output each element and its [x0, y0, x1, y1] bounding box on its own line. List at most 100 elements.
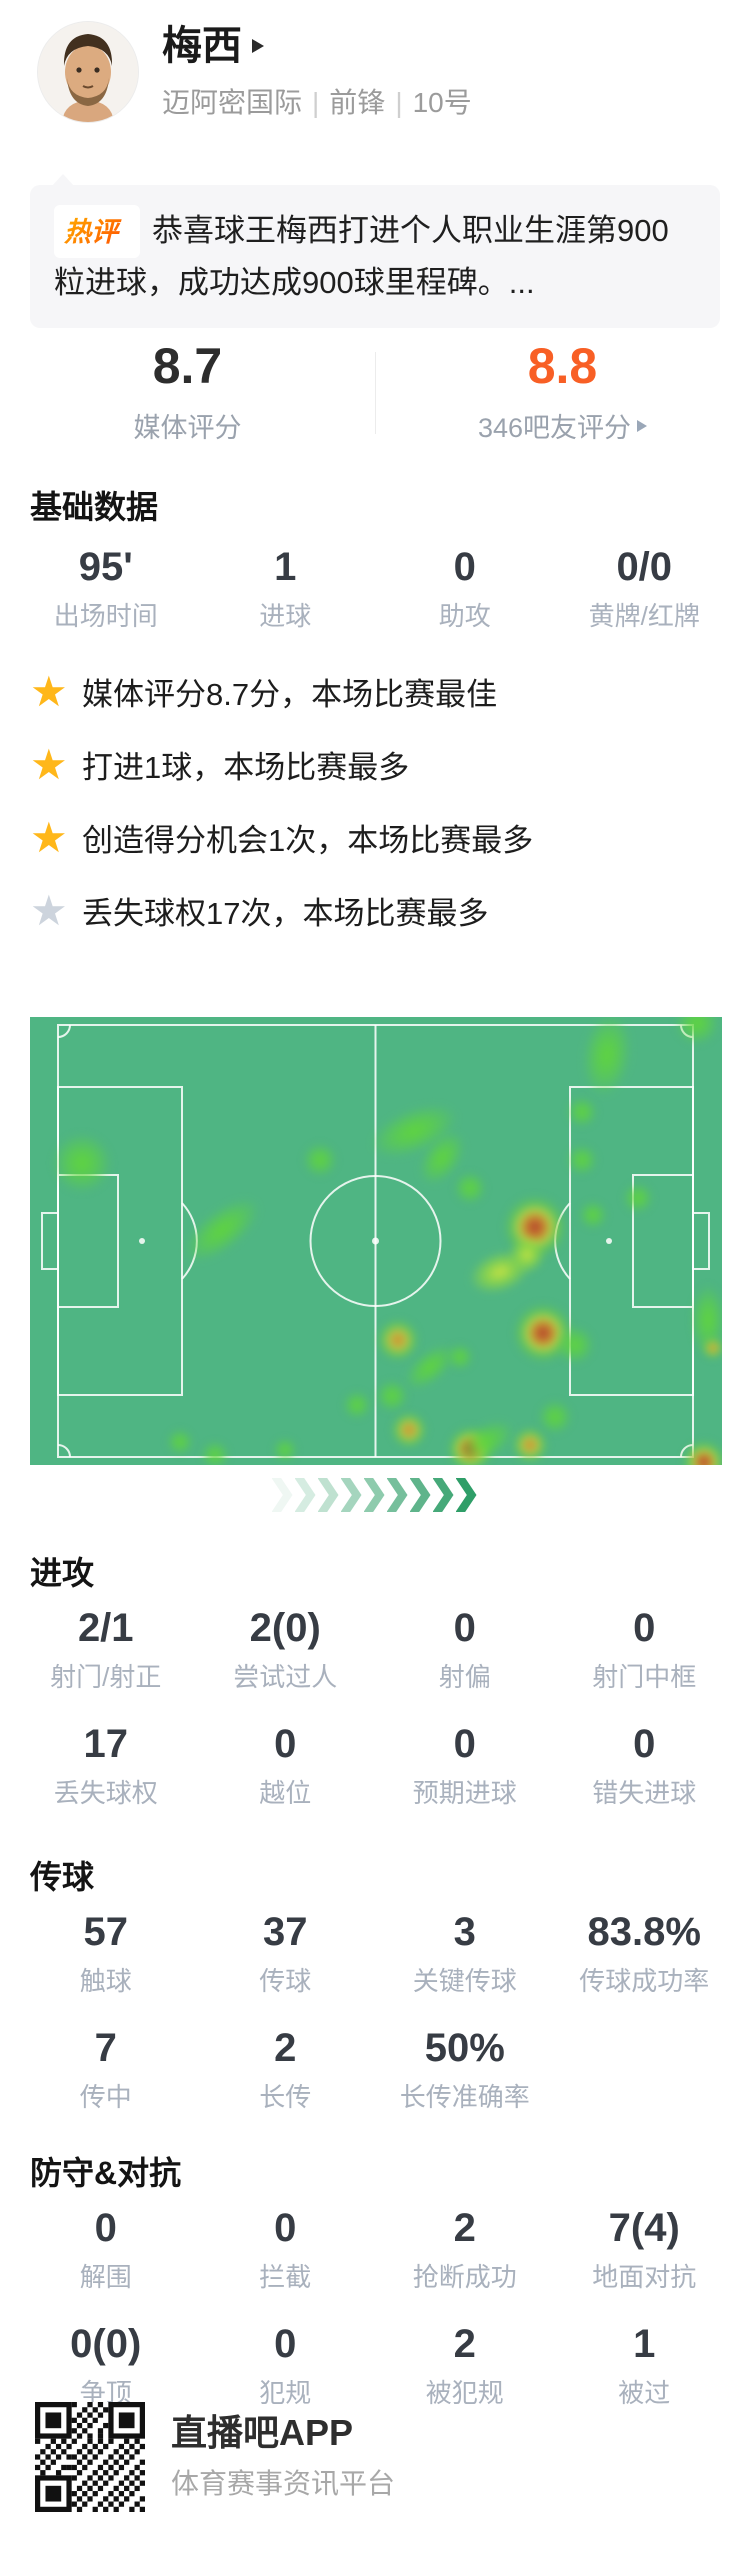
stat-label: 传球成功率: [579, 1966, 710, 1996]
chevron-icon: [294, 1478, 316, 1512]
heatmap-blob: [623, 1182, 654, 1213]
stat-value: 0/0: [616, 545, 673, 589]
stat-value: 7(4): [608, 2206, 680, 2250]
stat-value: 1: [274, 545, 297, 589]
stat-label: 进球: [259, 601, 312, 631]
stat-value: 0: [274, 1722, 297, 1766]
chevron-icon: [455, 1478, 477, 1512]
stat-value: 0: [94, 2206, 117, 2250]
stat-label: 尝试过人: [233, 1662, 338, 1692]
heatmap-blob: [343, 1390, 372, 1419]
stat-value: 95': [78, 545, 133, 589]
stat-label: 拦截: [259, 2262, 312, 2292]
player-name-row[interactable]: 梅西: [162, 23, 472, 69]
stat-cell: 1 被过: [555, 2320, 735, 2410]
media-rating: 8.7 媒体评分: [0, 338, 375, 445]
stat-cell: 2 抢断成功: [375, 2204, 555, 2294]
player-name: 梅西: [162, 24, 242, 68]
stat-cell: 50% 长传准确率: [375, 2024, 555, 2114]
stat-label: 长传准确率: [399, 2082, 530, 2112]
qr-code: [35, 2402, 145, 2512]
stat-cell: 17 丢失球权: [16, 1720, 196, 1810]
heatmap-blob: [702, 1337, 722, 1360]
stat-value: 50%: [424, 2026, 505, 2070]
stat-label: 关键传球: [412, 1966, 517, 1996]
chevron-divider: [0, 1477, 750, 1513]
heatmap-blob: [567, 1144, 598, 1175]
passing-stats-row-1: 57 触球 37 传球 3 关键传球 83.8% 传球成功率: [0, 1908, 750, 1998]
stat-value: 83.8%: [587, 1910, 701, 1954]
stat-cell: 0 射门中框: [555, 1604, 735, 1694]
stat-cell: 83.8% 传球成功率: [555, 1908, 735, 1998]
heatmap-blob: [173, 1186, 270, 1274]
stat-value: 2: [453, 2206, 476, 2250]
stat-cell: 7(4) 地面对抗: [555, 2204, 735, 2294]
chevron-icon: [317, 1478, 339, 1512]
stat-value: 0: [274, 2322, 297, 2366]
stat-label: 触球: [79, 1966, 132, 1996]
stat-label: 黄牌/红牌: [588, 601, 700, 631]
chevron-icon: [340, 1478, 362, 1512]
hot-badge: 热评: [54, 205, 140, 258]
stat-label: 长传: [259, 2082, 312, 2112]
stat-label: 抢断成功: [412, 2262, 517, 2292]
stat-label: 被过: [618, 2378, 671, 2408]
heatmap-blob: [579, 1201, 608, 1230]
stat-label: 被犯规: [425, 2378, 504, 2408]
heatmap-blob: [446, 1344, 473, 1371]
fans-rating[interactable]: 8.8 346吧友评分: [375, 338, 750, 445]
stat-value: 1: [633, 2322, 656, 2366]
heatmap-blob: [167, 1429, 194, 1456]
hot-comment-text: 恭喜球王梅西打进个人职业生涯第900粒进球，成功达成900球里程碑。...: [54, 213, 669, 300]
stat-label: 助攻: [438, 601, 491, 631]
stat-cell: 57 触球: [16, 1908, 196, 1998]
chevron-right-icon: [637, 419, 648, 432]
hot-comment-text-wrap: 热评 恭喜球王梅西打进个人职业生涯第900粒进球，成功达成900球里程碑。...: [54, 205, 696, 308]
stat-value: 37: [263, 1910, 308, 1954]
chevron-icon: [363, 1478, 385, 1512]
avatar[interactable]: [38, 22, 138, 122]
stat-label: 解围: [79, 2262, 132, 2292]
pitch-lines: [41, 1024, 710, 1458]
highlight-item: ★ 创造得分机会1次，本场比赛最多: [30, 813, 534, 861]
stat-label: 传球: [259, 1966, 312, 1996]
media-rating-label: 媒体评分: [133, 413, 242, 443]
app-footer: 直播吧APP 体育赛事资讯平台: [35, 2402, 395, 2512]
shirt-number: 10号: [412, 87, 472, 118]
stat-cell: 0 射偏: [375, 1604, 555, 1694]
media-rating-value: 8.7: [152, 338, 223, 394]
vertical-divider: [375, 352, 376, 434]
stat-cell: 7 传中: [16, 2024, 196, 2114]
star-icon: ★: [30, 886, 68, 934]
position: 前锋: [329, 87, 386, 118]
stat-value: 0: [453, 1606, 476, 1650]
team-name: 迈阿密国际: [162, 87, 303, 118]
hot-comment-banner[interactable]: 热评 恭喜球王梅西打进个人职业生涯第900粒进球，成功达成900球里程碑。...: [30, 174, 720, 328]
stat-label: 出场时间: [53, 601, 158, 631]
stat-cell: 3 关键传球: [375, 1908, 555, 1998]
stat-label: 地面对抗: [592, 2262, 697, 2292]
stat-cell: 0 解围: [16, 2204, 196, 2294]
stat-label: 传中: [79, 2082, 132, 2112]
basic-stats-row: 95' 出场时间 1 进球 0 助攻 0/0 黄牌/红牌: [0, 543, 750, 633]
heatmap-blob: [302, 1142, 337, 1177]
heatmap-blob: [682, 1439, 722, 1465]
player-subtitle: 迈阿密国际 | 前锋 | 10号: [162, 81, 472, 121]
pitch-heatmap: [30, 1017, 722, 1465]
stat-value: 2(0): [249, 1606, 321, 1650]
stat-cell: 95' 出场时间: [16, 543, 196, 633]
ratings-row: 8.7 媒体评分 8.8 346吧友评分: [0, 338, 750, 445]
stat-value: 0: [453, 1722, 476, 1766]
stat-cell: 2 被犯规: [375, 2320, 555, 2410]
heatmap-blob: [391, 1412, 428, 1449]
stat-cell: 0 犯规: [196, 2320, 376, 2410]
player-header: 梅西 迈阿密国际 | 前锋 | 10号: [38, 22, 472, 122]
stat-cell: 2(0) 尝试过人: [196, 1604, 376, 1694]
stat-value: 2: [453, 2322, 476, 2366]
heatmap-blob: [200, 1441, 229, 1465]
stat-cell: 0/0 黄牌/红牌: [555, 543, 735, 633]
heatmap-blob: [272, 1438, 297, 1463]
fans-rating-label: 346吧友评分: [375, 406, 750, 445]
chevron-icon: [271, 1478, 293, 1512]
attack-stats-row-2: 17 丢失球权 0 越位 0 预期进球 0 错失进球: [0, 1720, 750, 1810]
